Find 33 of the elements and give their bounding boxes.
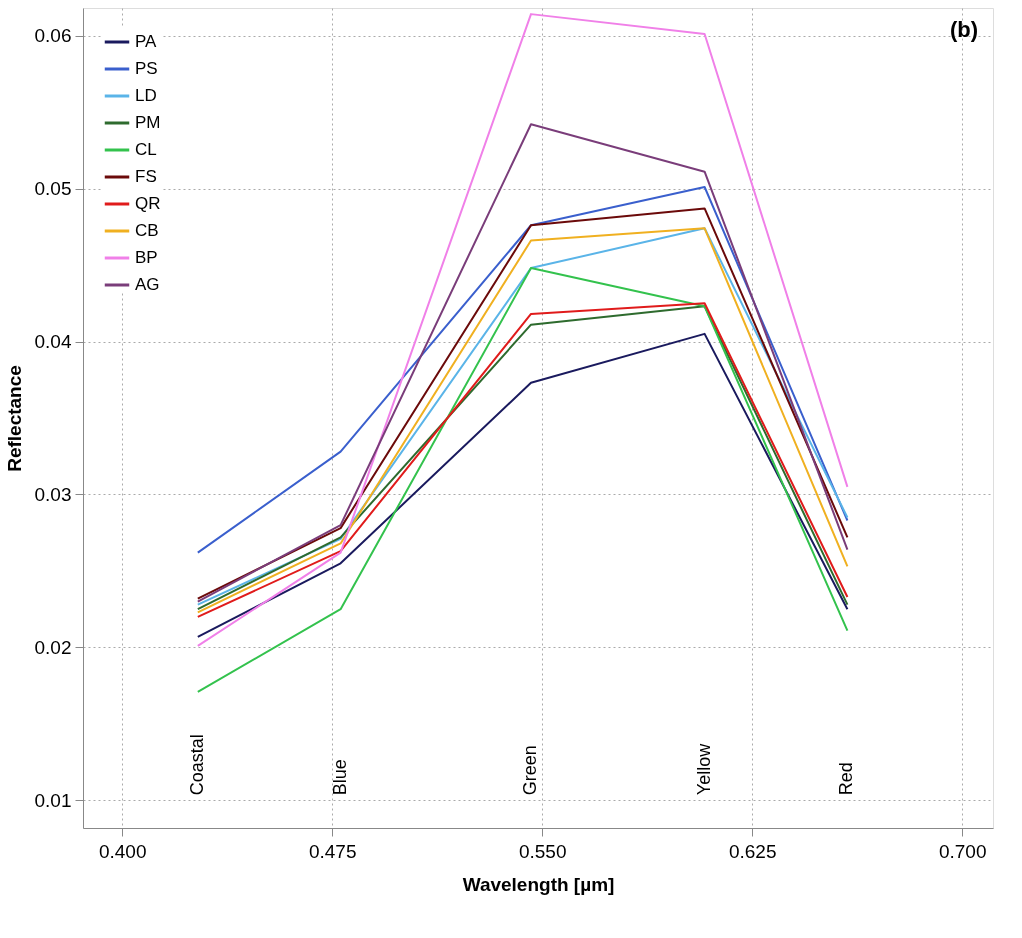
legend-label: QR (135, 194, 161, 213)
line-series (196, 123, 849, 603)
legend-label: FS (135, 167, 157, 186)
legend-label: PM (135, 113, 161, 132)
y-axis-title: Reflectance (3, 365, 25, 472)
annotation: (b) (949, 17, 978, 42)
y-tick-label: 0.03 (34, 483, 72, 505)
x-axis-title: Wavelength [µm] (462, 873, 615, 895)
legend-label: PA (135, 32, 158, 51)
x-tick-label: 0.700 (938, 840, 987, 862)
line-series (196, 267, 849, 693)
x-tick-label: 0.625 (728, 840, 777, 862)
legend-label: CL (135, 140, 157, 159)
line-series (196, 13, 849, 647)
annotation: Yellow (693, 742, 714, 796)
annotation: Coastal (186, 734, 207, 796)
legend-label: PS (135, 59, 158, 78)
x-tick-label: 0.550 (518, 840, 567, 862)
x-tick-label: 0.400 (98, 840, 147, 862)
y-tick-label: 0.06 (34, 25, 72, 47)
y-tick-label: 0.04 (34, 331, 72, 353)
y-tick-label: 0.01 (34, 789, 72, 811)
legend-label: BP (135, 248, 158, 267)
line-series (196, 185, 849, 554)
annotation: Green (520, 745, 540, 796)
x-tick-label: 0.475 (308, 840, 357, 862)
annotation: Red (836, 762, 857, 796)
y-tick-label: 0.05 (34, 178, 72, 200)
annotation: Blue (329, 759, 350, 796)
legend-label: AG (135, 275, 160, 294)
legend-label: LD (135, 86, 157, 105)
y-tick-label: 0.02 (34, 636, 72, 658)
legend-label: CB (135, 221, 159, 240)
